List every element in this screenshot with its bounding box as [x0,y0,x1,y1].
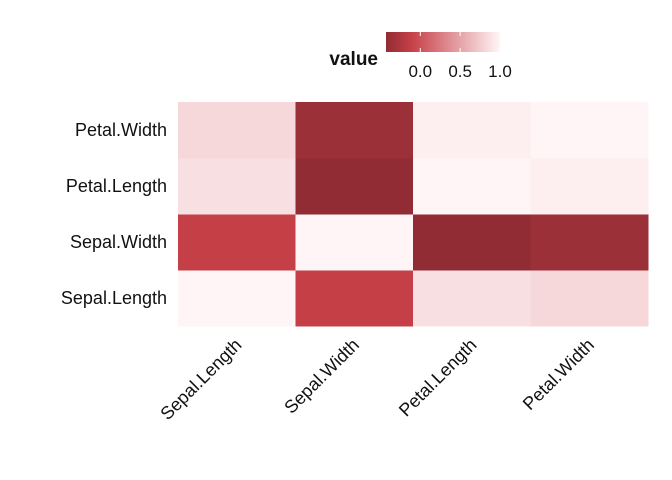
x-tick-label: Petal.Width [519,335,598,414]
y-tick-label: Petal.Length [66,176,167,196]
x-axis-tick-labels: Sepal.Length Sepal.Width Petal.Length Petal… [156,335,598,424]
legend-color-bar [386,32,500,52]
heatmap-cell-Sepal.Length-Sepal.Width [295,270,414,327]
heatmap-cell-Petal.Width-Petal.Width [530,102,649,159]
heatmap-cell-Petal.Length-Petal.Length [413,158,531,215]
heatmap-cell-Petal.Length-Petal.Width [530,158,649,215]
heatmap-cell-Petal.Length-Sepal.Length [178,158,296,215]
y-tick-label: Sepal.Width [70,232,167,252]
legend-ticks: 0.0 0.5 1.0 [408,32,512,81]
heatmap-cell-Sepal.Width-Sepal.Width [295,214,414,271]
heatmap-cells [178,102,649,327]
heatmap-cell-Petal.Width-Petal.Length [413,102,531,159]
legend-title: value [329,49,378,70]
legend-tick-label: 0.5 [448,62,472,81]
legend-tick-label: 0.0 [408,62,432,81]
y-tick-label: Sepal.Length [61,288,167,308]
x-tick-label: Sepal.Width [280,335,363,418]
x-tick-label: Sepal.Length [156,335,245,424]
heatmap-cell-Petal.Width-Sepal.Length [178,102,296,159]
heatmap-cell-Sepal.Length-Sepal.Length [178,270,296,327]
heatmap-cell-Sepal.Width-Sepal.Length [178,214,296,271]
legend-tick-label: 1.0 [488,62,512,81]
heatmap-cell-Petal.Width-Sepal.Width [295,102,414,159]
heatmap-cell-Sepal.Width-Petal.Length [413,214,531,271]
x-tick-label: Petal.Length [395,335,481,421]
color-legend: value 0.0 0.5 1.0 [329,32,512,81]
heatmap-cell-Sepal.Length-Petal.Length [413,270,531,327]
heatmap-cell-Sepal.Length-Petal.Width [530,270,649,327]
y-axis-tick-labels: Sepal.Length Sepal.Width Petal.Length Petal… [61,120,167,308]
y-tick-label: Petal.Width [75,120,167,140]
heatmap-cell-Petal.Length-Sepal.Width [295,158,414,215]
heatmap-cell-Sepal.Width-Petal.Width [530,214,649,271]
